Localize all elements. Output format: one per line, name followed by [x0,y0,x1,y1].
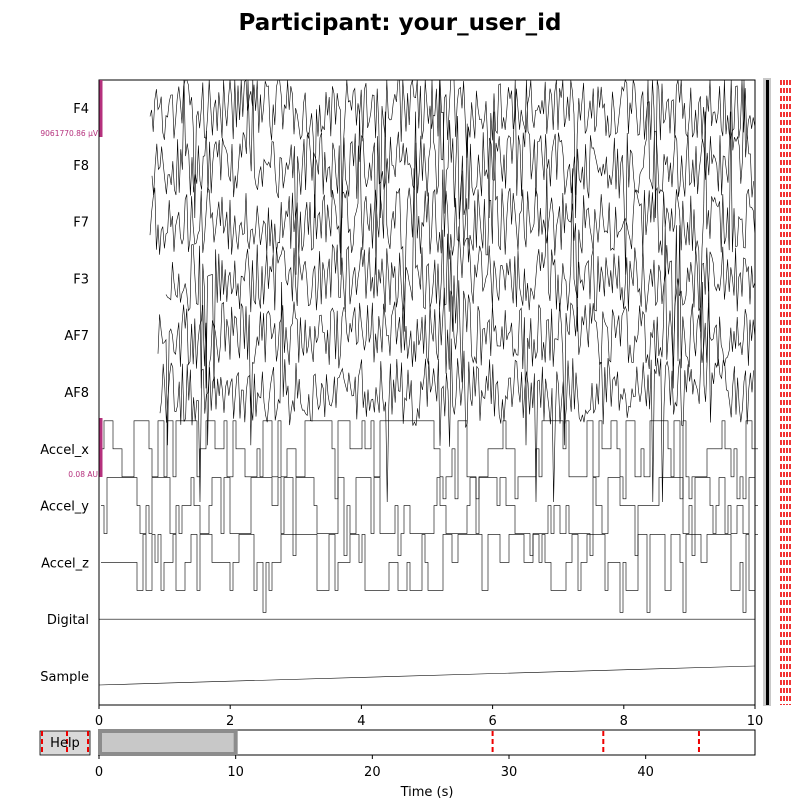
overview-xlabel: Time (s) [400,785,454,800]
horizontal-scrollbar[interactable]: 0 10 20 30 40 Time (s) [95,729,756,800]
channel-label: Accel_x [40,443,89,458]
overview-view-window[interactable] [98,729,238,756]
channel-label: Accel_y [40,500,89,515]
overview-tick-label: 10 [227,765,244,780]
x-tick-label: 8 [620,714,628,729]
help-button-bg[interactable] [39,730,91,756]
overview-tick-label: 30 [501,765,518,780]
x-axis-ticks: 0 2 4 6 8 10 [95,705,763,729]
channel-labels: F4 F8 F7 F3 AF7 AF8 Accel_x Accel_y Accel_z Digit… [40,102,89,685]
x-tick-label: 0 [95,714,103,729]
overview-tick-label: 0 [95,765,103,780]
chart-title: Participant: your_user_id [238,10,562,36]
vertical-scroll-thumb[interactable] [766,80,769,705]
x-tick-label: 4 [357,714,365,729]
misc-scale-label: 0.08 AU [68,470,98,479]
trace-area[interactable]: F4 F8 F7 F3 AF7 AF8 Accel_x Accel_y Accel_z Digit… [40,79,763,729]
vertical-scrollbar[interactable] [763,78,771,706]
event-markers [780,80,791,705]
channel-label: F8 [73,159,89,174]
trace-axes-frame [98,79,756,706]
channel-label: Digital [47,613,89,628]
channel-label: AF7 [64,329,89,344]
overview-tick-label: 40 [637,765,654,780]
overview-x-ticks: 0 10 20 30 40 [95,755,654,780]
channel-trace [165,168,756,389]
channel-label: AF8 [64,386,89,401]
eeg-scale-label: 9061770.86 µV [40,129,98,138]
channel-label: Sample [40,670,89,685]
overview-event-lines [491,731,700,755]
channel-trace [149,111,756,332]
channel-trace [157,225,756,446]
channel-trace [149,79,756,219]
channel-trace [98,665,756,686]
channel-label: F3 [73,272,89,287]
x-tick-label: 6 [488,714,496,729]
x-tick-label: 2 [226,714,234,729]
help-button-label: Help [50,736,80,751]
x-tick-label: 10 [747,714,764,729]
channel-trace [159,281,754,503]
channel-trace [101,420,758,500]
channel-label: Accel_z [41,556,89,571]
overview-tick-label: 20 [364,765,381,780]
channel-trace [101,534,758,613]
channel-trace [151,79,754,275]
channel-label: F4 [73,102,89,117]
help-button[interactable]: Help [39,730,91,756]
channel-trace [101,477,758,556]
channel-label: F7 [73,216,89,231]
channel-traces [98,79,758,686]
